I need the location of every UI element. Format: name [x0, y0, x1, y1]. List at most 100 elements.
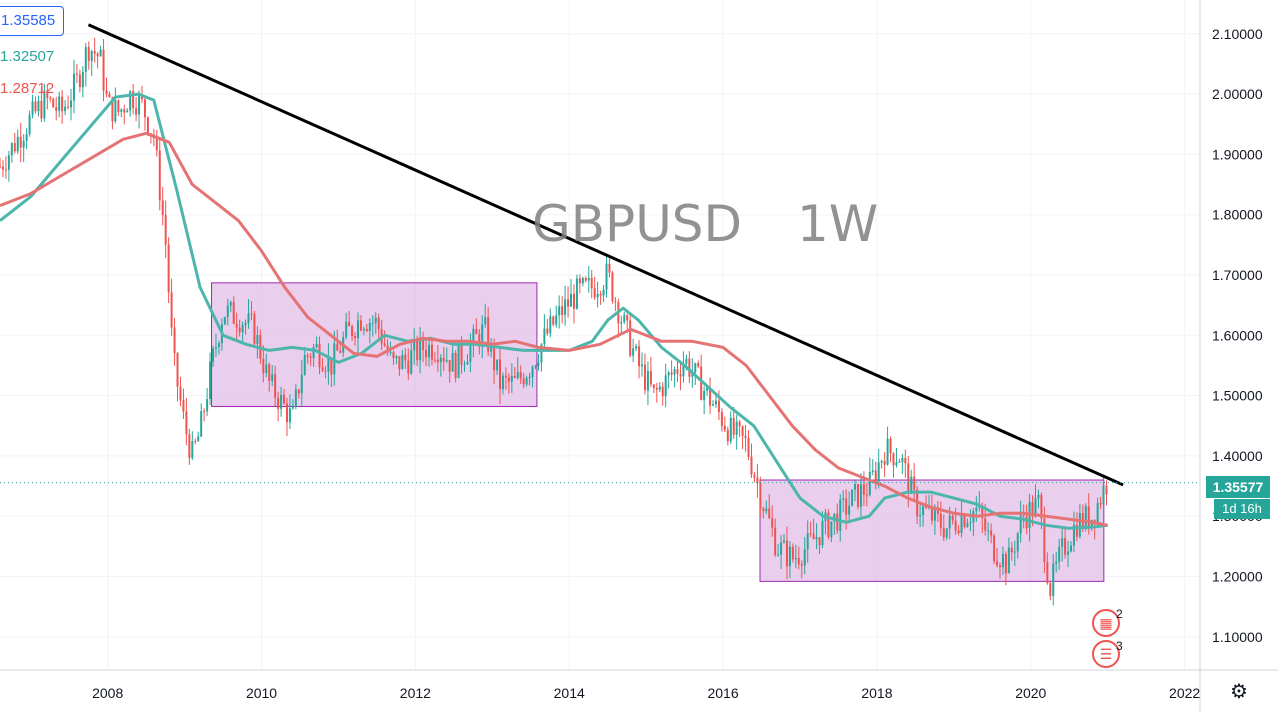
candle-body — [528, 376, 531, 379]
x-tick-label: 2008 — [92, 685, 123, 701]
candle-body — [484, 317, 487, 325]
candle-body — [226, 305, 229, 317]
candle-body — [922, 506, 925, 516]
candle-body — [256, 335, 259, 344]
candle-body — [1084, 506, 1087, 528]
candle-body — [774, 527, 777, 556]
candle-body — [135, 108, 138, 115]
candle-body — [555, 315, 558, 325]
candle-body — [395, 356, 398, 359]
candle-body — [552, 316, 555, 325]
candle-body — [327, 357, 330, 372]
us-flag-icon[interactable]: ☰ — [1092, 640, 1120, 668]
candle-body — [987, 530, 990, 532]
candle-body — [422, 337, 425, 350]
uk-flag-icon[interactable]: ▦ — [1092, 609, 1120, 637]
candle-body — [291, 405, 294, 409]
candle-body — [217, 343, 220, 348]
candle-body — [70, 100, 73, 108]
candle-body — [543, 328, 546, 345]
candle-body — [567, 299, 570, 307]
candle-body — [581, 278, 584, 284]
candle-body — [28, 114, 31, 135]
candle-body — [750, 456, 753, 475]
candle-body — [433, 359, 436, 361]
bar-countdown-tag: 1d 16h — [1214, 499, 1270, 519]
candle-body — [75, 73, 78, 75]
candle-body — [706, 386, 709, 391]
candle-body — [714, 400, 717, 405]
candle-body — [800, 564, 803, 566]
candle-body — [170, 292, 173, 328]
candle-body — [374, 317, 377, 323]
candle-body — [516, 372, 519, 378]
candle-body — [339, 350, 342, 353]
candle-body — [58, 96, 61, 111]
candle-body — [854, 484, 857, 490]
candle-body — [1078, 513, 1081, 537]
candle-body — [578, 278, 581, 284]
candle-body — [661, 386, 664, 397]
watermark-symbol: GBPUSD — [532, 195, 742, 253]
candle-body — [123, 109, 126, 113]
candle-body — [345, 321, 348, 338]
candle-body — [572, 293, 575, 309]
candle-body — [67, 106, 70, 108]
candle-body — [901, 457, 904, 462]
candle-body — [1055, 561, 1058, 564]
candle-body — [303, 355, 306, 375]
candle-body — [138, 95, 141, 115]
candle-body — [688, 358, 691, 377]
candle-body — [454, 352, 457, 378]
current-price-tag: 1.35577 — [1206, 476, 1270, 498]
candle-body — [280, 394, 283, 409]
candle-body — [214, 347, 217, 349]
candle-body — [735, 421, 738, 435]
candle-body — [404, 354, 407, 361]
candle-body — [271, 374, 274, 381]
candle-body — [0, 166, 1, 168]
candle-body — [427, 344, 430, 358]
candle-body — [416, 340, 419, 361]
candle-body — [1010, 547, 1013, 553]
candle-body — [457, 344, 460, 378]
candle-body — [848, 505, 851, 515]
candle-body — [889, 438, 892, 454]
candle-body — [191, 441, 194, 458]
candle-body — [365, 328, 368, 331]
candle-body — [1058, 546, 1061, 562]
candle-body — [886, 438, 889, 465]
candle-body — [1067, 551, 1070, 555]
candle-body — [114, 100, 117, 122]
candle-body — [1070, 545, 1073, 552]
candle-body — [865, 494, 868, 496]
candle-body — [803, 549, 806, 566]
candle-body — [741, 426, 744, 436]
candle-body — [501, 375, 504, 390]
candle-body — [836, 513, 839, 531]
candle-body — [1090, 519, 1093, 529]
candle-body — [430, 344, 433, 360]
candle-body — [685, 358, 688, 364]
candle-body — [247, 313, 250, 324]
candle-body — [229, 302, 232, 306]
candle-body — [10, 143, 13, 156]
candle-body — [818, 537, 821, 546]
candle-body — [1007, 547, 1010, 574]
candle-body — [809, 533, 812, 535]
gear-icon[interactable]: ⚙ — [1230, 681, 1248, 703]
candle-body — [241, 325, 244, 333]
candle-body — [250, 313, 253, 315]
candle-body — [519, 372, 522, 379]
candle-body — [712, 404, 715, 406]
candle-body — [851, 489, 854, 506]
candle-body — [658, 386, 661, 390]
candle-body — [892, 453, 895, 466]
candle-body — [999, 565, 1001, 568]
candle-body — [880, 460, 883, 463]
candle-body — [747, 437, 750, 457]
candle-body — [744, 435, 747, 438]
ohlc-value-box[interactable]: 1.35585 — [0, 6, 65, 36]
candle-body — [697, 363, 700, 367]
